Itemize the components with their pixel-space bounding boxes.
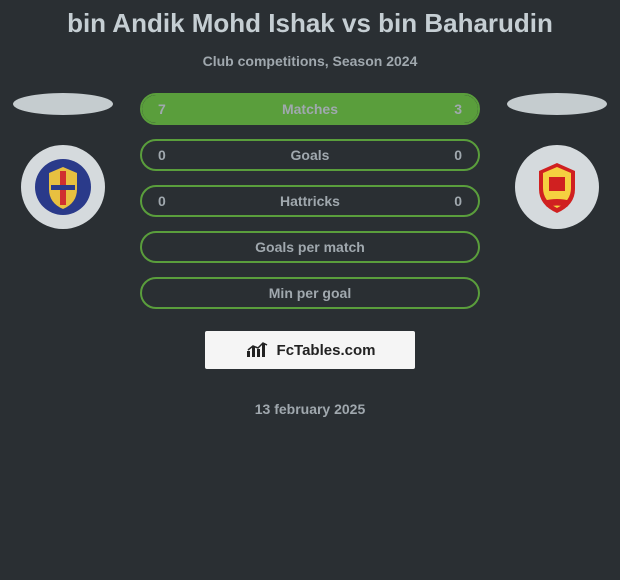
stat-fill-right — [377, 95, 478, 123]
stat-value-left: 0 — [158, 193, 166, 209]
brand-attribution[interactable]: FcTables.com — [205, 331, 415, 369]
team-left-badge — [21, 145, 105, 229]
comparison-title: bin Andik Mohd Ishak vs bin Baharudin — [8, 8, 612, 39]
stat-label: Hattricks — [280, 193, 340, 209]
stat-bar: Min per goal — [140, 277, 480, 309]
stat-bar: 0 Hattricks 0 — [140, 185, 480, 217]
shield-icon — [33, 157, 93, 217]
comparison-date: 13 february 2025 — [255, 401, 366, 417]
stat-value-left: 0 — [158, 147, 166, 163]
comparison-body: 7 Matches 3 0 Goals 0 0 Hattricks 0 Goals per mat… — [8, 93, 612, 417]
stat-value-right: 0 — [454, 147, 462, 163]
left-player-col — [8, 93, 118, 229]
stat-fill-left — [142, 95, 377, 123]
stat-value-right: 0 — [454, 193, 462, 209]
stat-label: Min per goal — [269, 285, 351, 301]
team-right-badge — [515, 145, 599, 229]
brand-text: FcTables.com — [277, 342, 376, 359]
stat-value-right: 3 — [454, 101, 462, 117]
stat-label: Goals per match — [255, 239, 365, 255]
shield-icon — [527, 157, 587, 217]
stat-bar: 7 Matches 3 — [140, 93, 480, 125]
player-left-avatar — [13, 93, 113, 115]
comparison-subtitle: Club competitions, Season 2024 — [8, 53, 612, 69]
stat-bars: 7 Matches 3 0 Goals 0 0 Hattricks 0 Goals per mat… — [128, 93, 492, 417]
stat-value-left: 7 — [158, 101, 166, 117]
chart-icon — [245, 341, 271, 359]
right-player-col — [502, 93, 612, 229]
player-right-avatar — [507, 93, 607, 115]
stat-label: Goals — [291, 147, 330, 163]
stat-bar: 0 Goals 0 — [140, 139, 480, 171]
stat-bar: Goals per match — [140, 231, 480, 263]
stat-label: Matches — [282, 101, 338, 117]
